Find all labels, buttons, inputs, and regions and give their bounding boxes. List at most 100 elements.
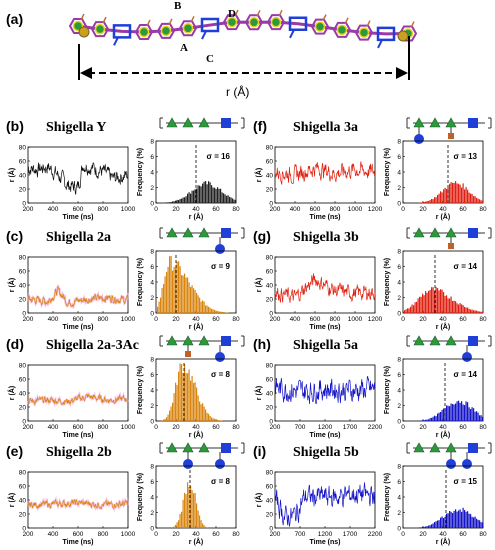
hist-bar [176, 199, 178, 203]
glcnac-square [468, 118, 478, 128]
hist-bar [437, 288, 439, 313]
ring-hexagon [244, 14, 264, 31]
hist-bar [224, 312, 226, 313]
hist-xtick-label: 20 [419, 316, 427, 323]
ts-xtick-label: 2200 [368, 424, 383, 431]
hist-sigma-label: σ = 13 [454, 152, 478, 161]
hist-bar [420, 296, 422, 313]
hist-ytick-label: 0 [397, 201, 401, 208]
hist-bar [179, 363, 181, 421]
side-group [256, 9, 261, 17]
ts-xlabel: Time (ns) [310, 324, 341, 331]
ts-xlabel: Time (ns) [63, 324, 94, 331]
hist-xtick-label: 40 [439, 424, 447, 431]
hist-bar [202, 403, 204, 421]
hist-bar [202, 523, 204, 528]
hist-xtick-label: 0 [154, 531, 158, 538]
hist-bar [185, 196, 187, 203]
glcnac-square [221, 118, 231, 128]
hist-bar [184, 364, 186, 421]
hist-bar [197, 185, 199, 203]
ts-xtick-label: 1200 [318, 424, 333, 431]
timeseries-plot: 0 20 40 60 80 200 700 1200 1700 2200 Time (ns) r (Å… [254, 470, 383, 547]
hist-bar [461, 511, 463, 528]
hist-bar [441, 192, 443, 203]
rhamnose-triangle [198, 227, 210, 238]
hist-bar [453, 183, 455, 203]
hist-bar [196, 503, 198, 528]
hist-bar [203, 181, 205, 203]
hist-bar [173, 266, 175, 313]
hist-ytick-label: 2 [150, 185, 154, 192]
ts-ylabel: r (Å) [254, 386, 263, 400]
hist-xtick-label: 40 [192, 206, 200, 213]
hist-ytick-label: 2 [397, 510, 401, 517]
hist-bar [452, 301, 454, 313]
hist-bar [200, 520, 202, 528]
ts-ytick-label: 40 [19, 391, 27, 398]
hist-bar [205, 409, 207, 421]
ts-xtick-label: 400 [48, 316, 59, 323]
hist-bar [434, 415, 436, 421]
ts-ytick-label: 80 [19, 470, 27, 477]
hist-ytick-label: 4 [397, 388, 401, 395]
ts-xtick-label: 800 [330, 316, 341, 323]
hist-bar [178, 371, 180, 421]
hist-bar [407, 308, 409, 313]
hist-bar [440, 517, 442, 528]
rhamnose-triangle [429, 442, 441, 453]
hist-bar [175, 382, 177, 421]
hist-bar [215, 188, 217, 203]
hist-bar [456, 401, 458, 421]
hist-bar [169, 410, 171, 421]
hist-bar [197, 395, 199, 421]
side-group [102, 16, 107, 24]
hist-ytick-label: 0 [397, 526, 401, 533]
hist-ytick-label: 8 [150, 139, 154, 146]
hist-ytick-label: 8 [397, 357, 401, 364]
hist-bar [428, 290, 430, 313]
hist-bar [479, 311, 481, 313]
hist-xtick-label: 40 [439, 531, 447, 538]
hist-bar [458, 183, 460, 203]
hist-xtick-label: 60 [459, 206, 467, 213]
hist-xtick-label: 40 [192, 316, 200, 323]
hist-ylabel: Frequency (%) [384, 258, 391, 306]
hist-bar [169, 256, 171, 313]
panel-label: (c) [6, 228, 23, 244]
hist-bar [416, 301, 418, 313]
hist-ytick-label: 6 [397, 479, 401, 486]
sugar-center [160, 25, 172, 37]
hist-bar [480, 311, 482, 313]
hist-bar [471, 407, 473, 421]
hist-ylabel: Frequency (%) [384, 473, 391, 521]
hist-xtick-label: 20 [419, 206, 427, 213]
hist-bar [176, 261, 178, 313]
hist-bar [227, 195, 229, 203]
hist-xtick-label: 0 [154, 316, 158, 323]
hist-bar [199, 401, 201, 421]
hist-xtick-label: 20 [419, 424, 427, 431]
ts-ytick-label: 60 [266, 484, 274, 491]
hist-bar [480, 200, 482, 203]
ts-xtick-label: 600 [310, 206, 321, 213]
hist-bar [203, 525, 205, 528]
ring-hexagon [310, 18, 330, 35]
ts-xtick-label: 200 [23, 316, 34, 323]
hist-bar [184, 197, 186, 203]
hist-bar [456, 303, 458, 313]
hist-ytick-label: 2 [397, 295, 401, 302]
hist-bar [179, 513, 181, 528]
ts-xtick-label: 1000 [121, 424, 136, 431]
hist-bar [202, 183, 204, 203]
ts-ylabel: r (Å) [7, 493, 16, 507]
hist-bar [467, 307, 469, 313]
hist-bar [467, 189, 469, 203]
hist-bar [181, 275, 183, 313]
hist-bar [480, 415, 482, 421]
hist-bar [473, 408, 475, 421]
ts-xtick-label: 400 [48, 424, 59, 431]
hist-ytick-label: 6 [150, 479, 154, 486]
